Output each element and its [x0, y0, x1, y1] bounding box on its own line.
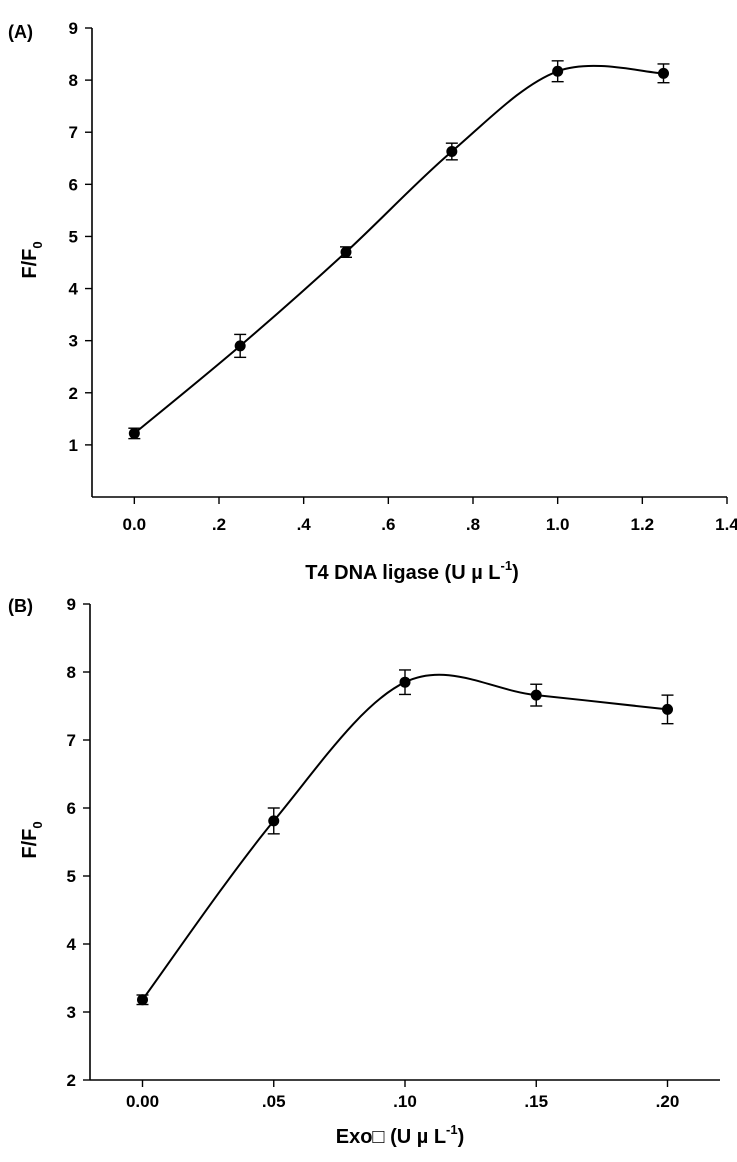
- series-line: [133, 64, 664, 435]
- y-axis-title-subscript: 0: [30, 241, 45, 248]
- chart-panel-a: 1 2 3 4 5 6 7 8 9 0.0 .2 .4 .6 .8 1.0 1.2 1.4 (A) F/F0 T4 D…: [8, 19, 737, 584]
- y-tick-label: 3: [69, 332, 78, 351]
- x-axis-title-main: Exo: [336, 1126, 373, 1148]
- y-tick-label: 9: [69, 19, 78, 38]
- x-tick-label: .8: [466, 515, 480, 534]
- y-axis-title-main: F/F: [19, 249, 41, 279]
- x-tick-label: 0.00: [126, 1092, 159, 1111]
- x-axis-title-rest: (U µ L: [385, 1126, 447, 1148]
- y-tick-label: 1: [69, 436, 78, 455]
- x-axis-title-end: ): [458, 1126, 465, 1148]
- x-tick-label: .20: [656, 1092, 680, 1111]
- y-axis-title-main: F/F: [19, 829, 41, 859]
- data-point: [446, 146, 458, 158]
- y-tick-label: 9: [67, 595, 76, 614]
- data-point: [128, 427, 140, 439]
- data-point: [399, 676, 411, 688]
- y-tick-label: 4: [69, 280, 79, 299]
- data-point: [662, 703, 673, 715]
- x-tick-label: .4: [297, 515, 312, 534]
- x-axis-title-main: T4 DNA ligase (U µ L: [305, 562, 500, 584]
- data-point: [658, 67, 669, 79]
- chart-panel-b: 2 3 4 5 6 7 8 9 0.00 .05 .10 .15 .20 (B) F/F0 Exo□ (U µ…: [8, 595, 720, 1148]
- y-tick-label: 3: [67, 1003, 76, 1022]
- x-axis-title-glyph: □: [372, 1126, 384, 1148]
- y-tick-label: 2: [67, 1071, 76, 1090]
- y-tick-label: 5: [69, 227, 78, 246]
- y-tick-label: 4: [67, 935, 77, 954]
- y-tick-label: 6: [69, 175, 78, 194]
- y-axis-title: F/F0: [19, 821, 45, 858]
- x-tick-label: 1.0: [546, 515, 570, 534]
- panel-label: (B): [8, 596, 33, 616]
- x-axis-title: T4 DNA ligase (U µ L-1): [305, 558, 519, 584]
- x-axis-title-superscript: -1: [446, 1122, 458, 1137]
- y-tick-label: 7: [69, 123, 78, 142]
- data-point: [268, 815, 280, 827]
- x-tick-label: .05: [262, 1092, 286, 1111]
- y-tick-label: 8: [67, 663, 76, 682]
- y-tick-label: 2: [69, 384, 78, 403]
- y-tick-label: 6: [67, 799, 76, 818]
- y-tick-label: 7: [67, 731, 76, 750]
- panel-label: (A): [8, 22, 33, 42]
- data-point: [137, 994, 148, 1006]
- x-axis-title-end: ): [512, 562, 519, 584]
- x-tick-label: 0.0: [123, 515, 147, 534]
- x-tick-label: .6: [381, 515, 395, 534]
- data-point: [234, 340, 246, 352]
- series-line: [141, 673, 668, 1001]
- y-tick-label: 5: [67, 867, 76, 886]
- y-axis-title: F/F0: [19, 241, 45, 278]
- y-axis-title-subscript: 0: [30, 821, 45, 828]
- data-point: [530, 689, 542, 701]
- data-point: [340, 246, 352, 258]
- x-axis-title: Exo□ (U µ L-1): [336, 1122, 465, 1148]
- data-point: [552, 65, 564, 77]
- x-tick-label: .2: [212, 515, 226, 534]
- x-tick-label: .10: [393, 1092, 417, 1111]
- x-axis-title-superscript: -1: [501, 558, 513, 573]
- x-tick-label: .15: [524, 1092, 548, 1111]
- y-tick-label: 8: [69, 71, 78, 90]
- x-tick-label: 1.4: [715, 515, 737, 534]
- x-tick-label: 1.2: [631, 515, 655, 534]
